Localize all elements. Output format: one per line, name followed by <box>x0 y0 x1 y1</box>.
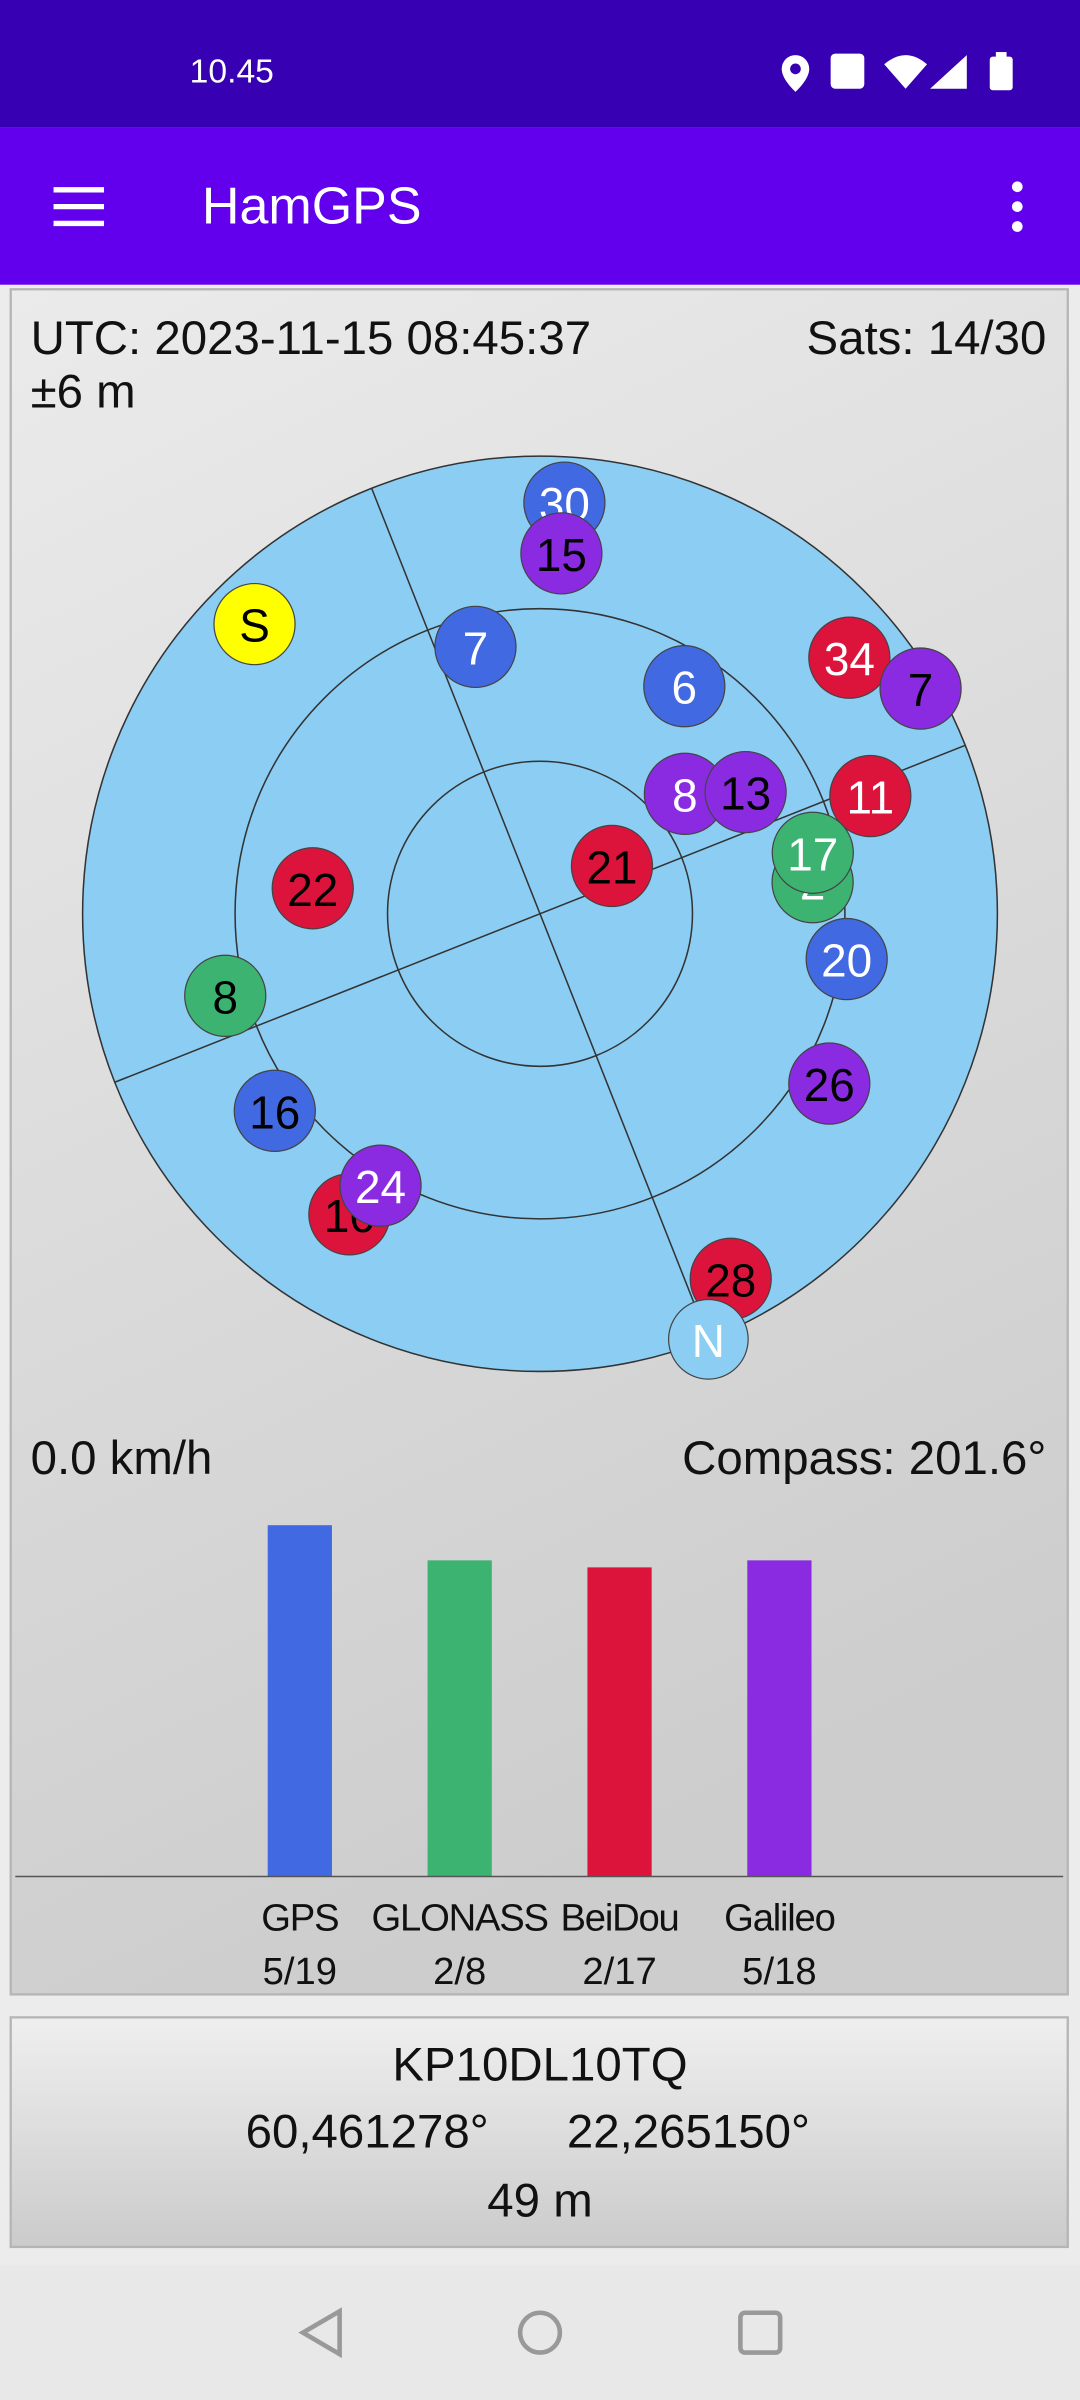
satellite <box>434 605 517 689</box>
satellite <box>805 917 888 1001</box>
bar-count: 5/18 <box>742 1950 816 1993</box>
latitude: 60,461278° <box>246 2106 489 2159</box>
north-label: N <box>692 1315 725 1367</box>
nav-bar <box>0 2265 1080 2400</box>
skyplot: 3015S763478131121721222082616162428N <box>81 455 999 1380</box>
utc-time: UTC: 2023-11-15 08:45:37 <box>31 312 591 365</box>
satellite <box>788 1042 871 1125</box>
bar-count: 2/8 <box>433 1950 486 1993</box>
status-icons <box>781 52 1013 92</box>
bar-category: Galileo <box>724 1896 834 1939</box>
locator: KP10DL10TQ <box>392 2038 687 2091</box>
app-title: HamGPS <box>202 178 422 236</box>
satellite <box>184 954 267 1037</box>
home-button[interactable] <box>517 2310 563 2355</box>
overflow-menu[interactable] <box>1011 181 1023 232</box>
satellite-label: 26 <box>804 1059 855 1111</box>
satellite-label: 11 <box>847 772 895 824</box>
longitude: 22,265150° <box>567 2106 810 2159</box>
satellite <box>879 647 962 730</box>
satellite-label: 22 <box>287 864 338 916</box>
bar-category: GLONASS <box>372 1896 548 1939</box>
satellite <box>643 645 726 728</box>
satellite-label: 28 <box>705 1254 756 1306</box>
satellite-label: 20 <box>821 935 872 987</box>
speed: 0.0 km/h <box>31 1432 213 1485</box>
app-bar <box>0 127 1080 285</box>
satellite-label: S <box>239 600 270 652</box>
bar <box>587 1567 652 1877</box>
satellite <box>570 824 654 908</box>
location-panel <box>9 2016 1069 2249</box>
satellite-label: 17 <box>787 828 838 880</box>
satellite-label: 7 <box>463 622 489 674</box>
satellite-label: 21 <box>586 841 637 893</box>
satellite <box>771 811 854 894</box>
satellite-label: 15 <box>536 529 587 581</box>
satellite-label: 8 <box>212 971 238 1023</box>
bar <box>747 1560 812 1877</box>
satellite-label: 34 <box>824 633 875 685</box>
accuracy: ±6 m <box>31 365 136 418</box>
satellite-label: 6 <box>672 662 698 714</box>
satellite <box>704 750 787 834</box>
sats-count: Sats: 14/30 <box>806 312 1046 365</box>
bar <box>427 1560 492 1877</box>
clock: 10.45 <box>190 53 274 90</box>
satellite <box>808 616 891 699</box>
satellite <box>271 847 354 930</box>
altitude: 49 m <box>487 2175 592 2228</box>
axis-line <box>114 744 966 1083</box>
bar <box>267 1525 332 1877</box>
bar-chart: GPS 5/19 GLONASS 2/8 BeiDou 2/17 Galileo 5/18 <box>261 1525 836 1993</box>
compass: Compass: 201.6° <box>682 1432 1046 1485</box>
bar-category: BeiDou <box>561 1896 679 1939</box>
menu-button[interactable] <box>53 187 105 227</box>
north-marker <box>667 1298 749 1380</box>
bar-count: 5/19 <box>263 1950 337 1993</box>
elevation-ring <box>234 607 846 1220</box>
satellite-label: 16 <box>249 1086 300 1138</box>
satellite <box>829 754 912 838</box>
satellite <box>339 1144 422 1227</box>
satellite-label: 8 <box>672 769 698 821</box>
elevation-ring <box>386 760 694 1068</box>
back-button[interactable] <box>298 2307 342 2359</box>
satellite-label: 7 <box>908 664 934 716</box>
satellite <box>213 582 296 666</box>
recents-button[interactable] <box>738 2310 783 2355</box>
bar-category: GPS <box>261 1896 338 1939</box>
satellite-label: 24 <box>355 1161 406 1213</box>
satellite <box>520 512 603 595</box>
satellite-label: 13 <box>720 768 771 820</box>
satellite <box>233 1069 316 1153</box>
bar-count: 2/17 <box>582 1950 656 1993</box>
